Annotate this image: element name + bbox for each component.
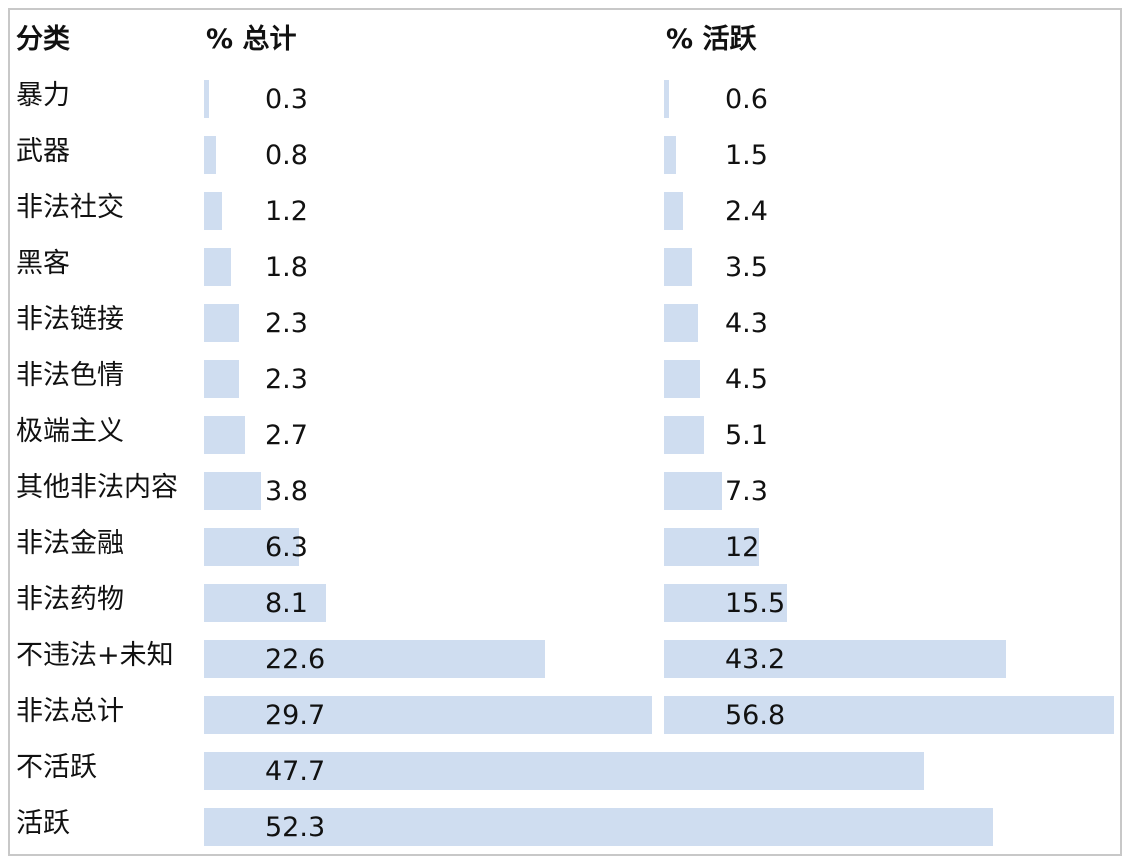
active-value: 4.5 — [725, 364, 768, 395]
active-bar — [664, 696, 1114, 734]
active-bar — [664, 584, 787, 622]
active-value: 0.6 — [725, 84, 768, 115]
total-bar — [204, 752, 924, 790]
row-category: 其他非法内容 — [16, 472, 178, 503]
total-value: 0.3 — [265, 84, 308, 115]
total-bar — [204, 416, 245, 454]
active-bar — [664, 304, 699, 342]
active-value: 3.5 — [725, 252, 768, 283]
row-category: 暴力 — [16, 80, 70, 111]
active-bar — [664, 248, 692, 286]
total-bar — [204, 640, 545, 678]
row-category: 非法色情 — [16, 360, 124, 391]
row-category: 黑客 — [16, 248, 70, 279]
total-bar — [204, 192, 223, 230]
total-value: 2.3 — [265, 308, 308, 339]
total-value: 52.3 — [265, 812, 326, 843]
total-value: 1.2 — [265, 196, 308, 227]
total-bar — [204, 360, 239, 398]
active-value: 1.5 — [725, 140, 768, 171]
row-category: 不活跃 — [16, 752, 97, 783]
total-value: 0.8 — [265, 140, 308, 171]
total-value: 8.1 — [265, 588, 308, 619]
total-bar — [204, 136, 217, 174]
header-active: % 活跃 — [666, 24, 757, 55]
total-value: 2.7 — [265, 420, 308, 451]
total-value: 6.3 — [265, 532, 308, 563]
active-bar — [664, 472, 722, 510]
row-category: 非法药物 — [16, 584, 124, 615]
total-value: 3.8 — [265, 476, 308, 507]
total-value: 29.7 — [265, 700, 326, 731]
active-value: 7.3 — [725, 476, 768, 507]
active-value: 56.8 — [725, 700, 786, 731]
active-bar — [664, 80, 669, 118]
header-category: 分类 — [16, 24, 70, 55]
total-bar — [204, 808, 993, 846]
active-bar — [664, 528, 760, 566]
active-value: 2.4 — [725, 196, 768, 227]
active-value: 5.1 — [725, 420, 768, 451]
total-bar — [204, 584, 327, 622]
row-category: 非法总计 — [16, 696, 124, 727]
row-category: 不违法+未知 — [16, 640, 174, 671]
total-value: 2.3 — [265, 364, 308, 395]
total-bar — [204, 472, 262, 510]
total-bar — [204, 248, 232, 286]
row-category: 武器 — [16, 136, 70, 167]
table-frame — [8, 8, 1122, 856]
active-bar — [664, 640, 1007, 678]
active-bar — [664, 360, 700, 398]
active-value: 12 — [725, 532, 760, 563]
total-value: 1.8 — [265, 252, 308, 283]
total-bar — [204, 304, 239, 342]
total-bar — [204, 528, 300, 566]
row-category: 非法金融 — [16, 528, 124, 559]
row-category: 极端主义 — [16, 416, 124, 447]
active-bar — [664, 136, 676, 174]
header-total: % 总计 — [206, 24, 297, 55]
total-value: 47.7 — [265, 756, 326, 787]
total-value: 22.6 — [265, 644, 326, 675]
total-bar — [204, 696, 652, 734]
row-category: 非法链接 — [16, 304, 124, 335]
active-value: 15.5 — [725, 588, 786, 619]
active-value: 43.2 — [725, 644, 786, 675]
row-category: 活跃 — [16, 808, 70, 839]
total-bar — [204, 80, 209, 118]
active-bar — [664, 192, 683, 230]
active-value: 4.3 — [725, 308, 768, 339]
active-bar — [664, 416, 705, 454]
row-category: 非法社交 — [16, 192, 124, 223]
